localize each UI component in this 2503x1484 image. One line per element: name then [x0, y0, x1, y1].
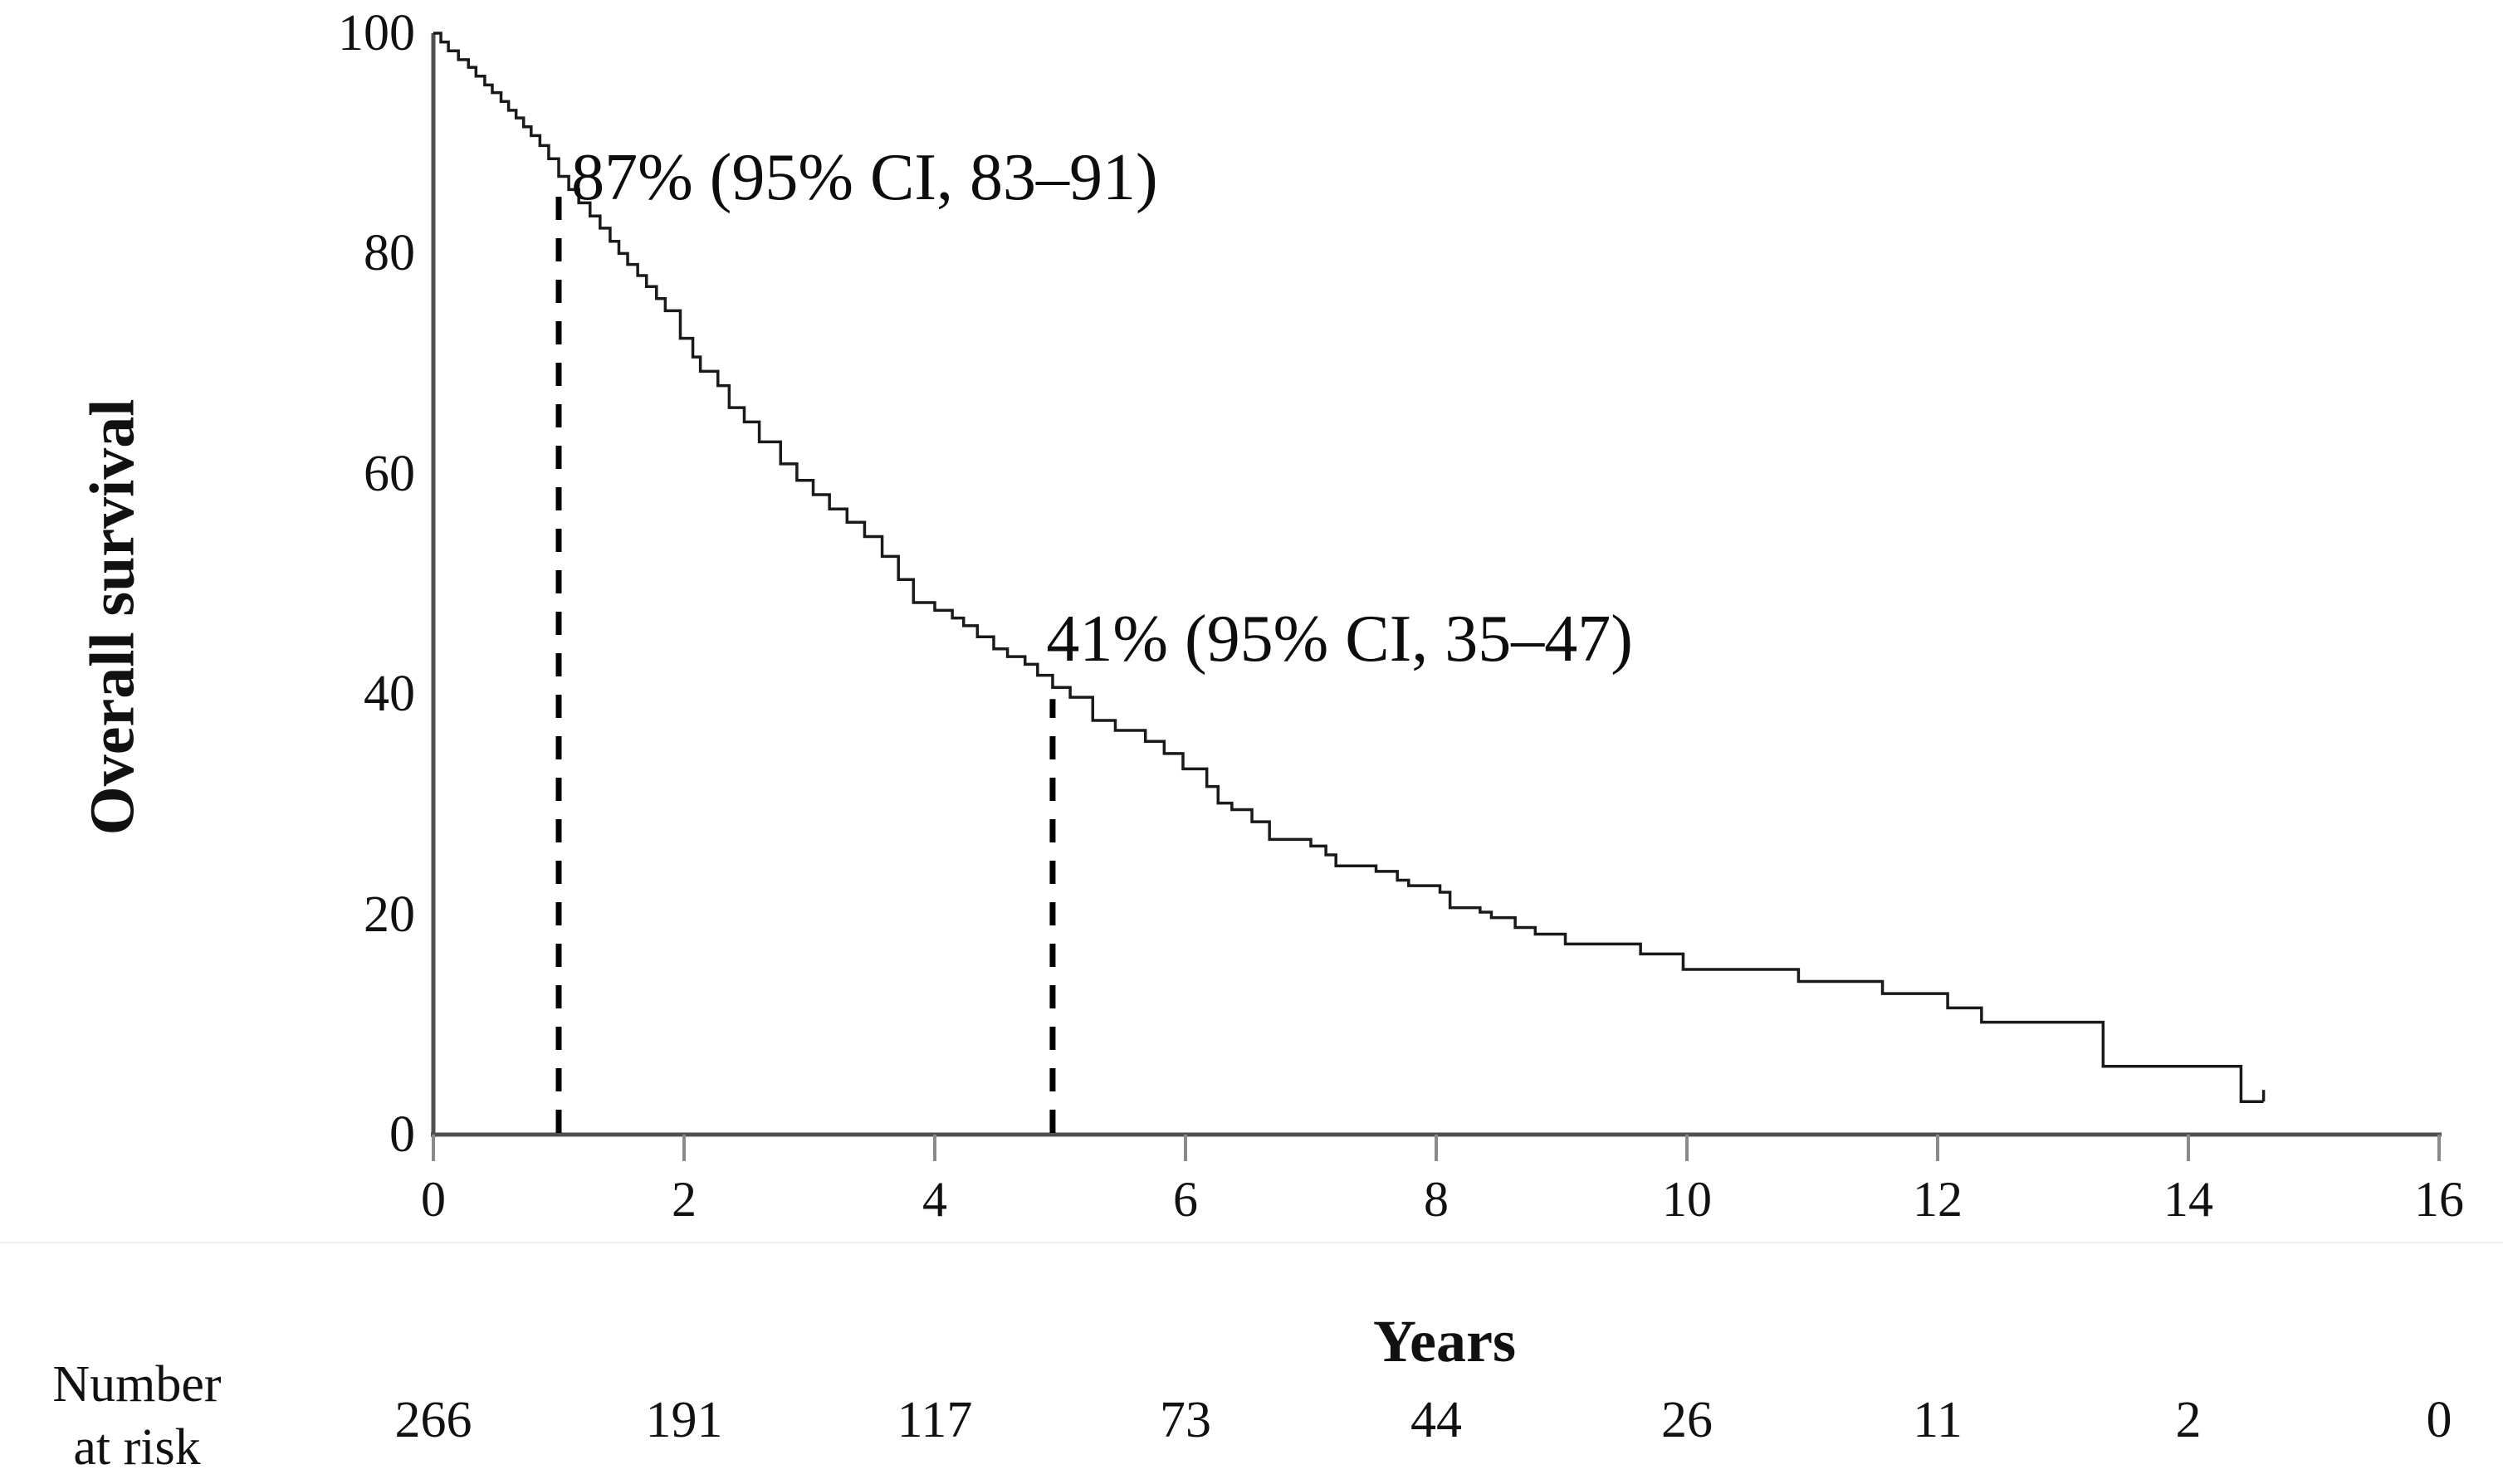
- y-tick-label: 20: [364, 886, 415, 943]
- risk-count: 44: [1410, 1392, 1462, 1448]
- x-tick-label: 14: [2163, 1172, 2213, 1227]
- survival-curve: [433, 32, 2264, 1103]
- risk-table-header-line2: at risk: [73, 1419, 201, 1476]
- scan-seam-line: [0, 1242, 2503, 1243]
- y-tick-label: 60: [364, 445, 415, 502]
- risk-count: 26: [1661, 1392, 1713, 1448]
- y-tick-label: 100: [338, 5, 415, 61]
- x-axis-title: Years: [1373, 1308, 1516, 1374]
- y-axis-title: Overall survival: [77, 398, 148, 836]
- risk-count: 11: [1913, 1392, 1963, 1448]
- risk-count: 117: [897, 1392, 973, 1448]
- risk-count: 191: [645, 1392, 723, 1448]
- risk-count: 73: [1160, 1392, 1211, 1448]
- annotation-1yr-survival: 87% (95% CI, 83–91): [571, 140, 1158, 214]
- x-tick-label: 16: [2414, 1172, 2464, 1227]
- risk-count: 0: [2426, 1392, 2452, 1448]
- risk-count: 2: [2175, 1392, 2202, 1448]
- y-tick-label: 80: [364, 225, 415, 282]
- risk-table-header-line1: Number: [52, 1356, 222, 1413]
- x-tick-label: 10: [1662, 1172, 1712, 1227]
- y-tick-label: 40: [364, 666, 415, 723]
- annotation-5yr-survival: 41% (95% CI, 35–47): [1046, 602, 1633, 676]
- x-tick-label: 0: [421, 1172, 446, 1227]
- y-tick-label: 0: [389, 1106, 415, 1163]
- risk-table-header: Number at risk: [0, 1353, 274, 1479]
- x-tick-label: 8: [1424, 1172, 1449, 1227]
- x-tick-label: 2: [672, 1172, 697, 1227]
- x-tick-label: 4: [922, 1172, 947, 1227]
- x-tick-label: 6: [1173, 1172, 1198, 1227]
- x-tick-label: 12: [1913, 1172, 1963, 1227]
- risk-count: 266: [394, 1392, 472, 1448]
